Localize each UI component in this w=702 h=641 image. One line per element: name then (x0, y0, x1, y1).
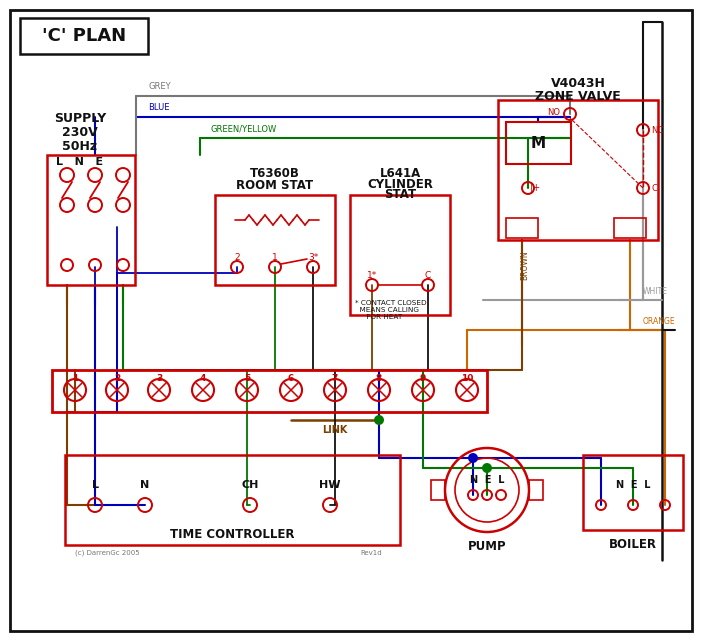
Bar (20, 18, 148, 54)
Text: 230V: 230V (62, 126, 98, 138)
Text: 3*: 3* (308, 253, 318, 262)
Bar (506, 122, 571, 164)
Text: N  E  L: N E L (616, 480, 650, 490)
Text: T6360B: T6360B (250, 167, 300, 179)
Text: N: N (140, 480, 150, 490)
Bar (506, 218, 538, 238)
Circle shape (483, 464, 491, 472)
Text: ZONE VALVE: ZONE VALVE (535, 90, 621, 103)
Text: 5: 5 (244, 374, 250, 383)
Text: 'C' PLAN: 'C' PLAN (42, 27, 126, 45)
Bar (614, 218, 646, 238)
Text: SUPPLY: SUPPLY (54, 112, 106, 124)
Text: 1*: 1* (367, 271, 377, 279)
Text: L: L (91, 480, 98, 490)
Text: GREEN/YELLOW: GREEN/YELLOW (210, 124, 277, 133)
Text: STAT: STAT (384, 188, 416, 201)
Text: 1: 1 (72, 374, 78, 383)
Text: LINK: LINK (322, 425, 347, 435)
Text: 6: 6 (288, 374, 294, 383)
Text: CH: CH (241, 480, 259, 490)
Text: V4043H: V4043H (550, 76, 605, 90)
Bar (47, 155, 135, 285)
Text: 8: 8 (376, 374, 382, 383)
Text: 1: 1 (272, 253, 278, 262)
Bar (529, 480, 543, 500)
Text: PUMP: PUMP (468, 540, 506, 553)
Text: 2: 2 (234, 253, 240, 262)
Text: BROWN: BROWN (520, 251, 529, 280)
Text: BLUE: BLUE (148, 103, 169, 112)
Text: HW: HW (319, 480, 340, 490)
Bar (431, 480, 445, 500)
Text: NO: NO (547, 108, 560, 117)
Text: WHITE: WHITE (643, 287, 668, 296)
Text: TIME CONTROLLER: TIME CONTROLLER (170, 528, 294, 542)
Bar (215, 195, 335, 285)
Text: * CONTACT CLOSED
  MEANS CALLING
     FOR HEAT: * CONTACT CLOSED MEANS CALLING FOR HEAT (355, 300, 427, 320)
Text: 9: 9 (420, 374, 426, 383)
Bar (65, 455, 400, 545)
Text: BOILER: BOILER (609, 538, 657, 551)
Text: C: C (651, 183, 657, 192)
Text: N  E  L: N E L (470, 475, 504, 485)
Text: 7: 7 (332, 374, 338, 383)
Bar (583, 455, 683, 530)
Text: L641A: L641A (379, 167, 420, 179)
Text: GREY: GREY (148, 82, 171, 91)
Text: ROOM STAT: ROOM STAT (237, 178, 314, 192)
Text: 2: 2 (114, 374, 120, 383)
Text: CYLINDER: CYLINDER (367, 178, 433, 190)
Text: (c) DarrenGc 2005: (c) DarrenGc 2005 (75, 550, 140, 556)
Circle shape (375, 416, 383, 424)
Text: M: M (531, 135, 545, 151)
Text: 4: 4 (200, 374, 206, 383)
Bar (498, 100, 658, 240)
Circle shape (469, 454, 477, 462)
Text: NC: NC (651, 126, 663, 135)
Text: L   N   E: L N E (56, 157, 104, 167)
Bar (52, 370, 487, 412)
Text: 10: 10 (461, 374, 473, 383)
Text: |+: |+ (530, 183, 541, 193)
Text: Rev1d: Rev1d (360, 550, 382, 556)
Text: 3: 3 (156, 374, 162, 383)
Text: C: C (425, 271, 431, 279)
Bar (350, 195, 450, 315)
Text: ORANGE: ORANGE (643, 317, 675, 326)
Text: 50Hz: 50Hz (62, 140, 98, 153)
